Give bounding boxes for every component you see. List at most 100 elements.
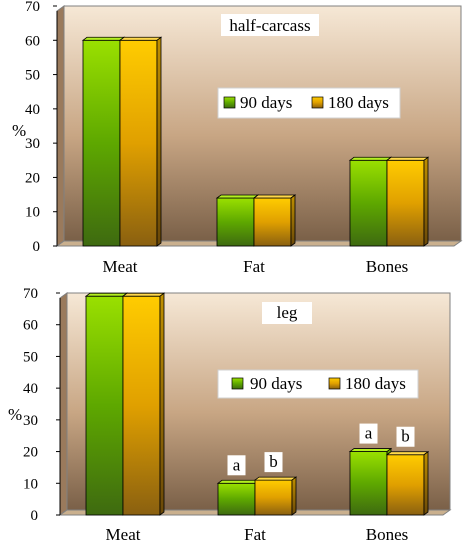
- bar-front: [253, 197, 292, 247]
- bar-front: [122, 295, 161, 516]
- y-tick-label: 30: [23, 413, 38, 429]
- y-axis: 0 10 20 30 40 50 60 70: [25, 0, 58, 255]
- y-axis-label: %: [8, 405, 22, 424]
- bars: [81, 36, 430, 247]
- legend-swatch-180: [311, 96, 324, 109]
- bar-side: [290, 194, 296, 247]
- chart-half-carcass: 0 10 20 30 40 50 60 70 Meat Fat Bones % half-carc…: [12, 0, 463, 276]
- annotations: a b a b: [227, 423, 415, 476]
- bar: [215, 194, 260, 247]
- y-tick-label: 50: [25, 68, 40, 84]
- bar-front: [386, 159, 425, 247]
- bar-side: [423, 156, 429, 247]
- bar: [348, 447, 393, 516]
- bar-top: [215, 194, 260, 199]
- y-axis-label: %: [12, 121, 26, 140]
- bar-front: [119, 39, 158, 247]
- y-tick-label: 0: [33, 239, 41, 255]
- y-tick-label: 60: [23, 318, 38, 334]
- legend-label-90: 90 days: [250, 374, 302, 393]
- annotation: a: [227, 455, 246, 476]
- legend: 90 days 180 days: [217, 87, 401, 119]
- annotation: a: [359, 423, 378, 444]
- category-label: Fat: [243, 257, 265, 276]
- y-tick-label: 40: [25, 102, 40, 118]
- bar-front: [217, 482, 256, 516]
- category-label: Meat: [103, 257, 138, 276]
- bar: [216, 479, 261, 516]
- legend-label-180: 180 days: [345, 374, 406, 393]
- bar-top: [84, 292, 129, 297]
- y-tick-label: 0: [31, 508, 39, 524]
- bar: [252, 194, 297, 247]
- chart-title: leg: [277, 303, 298, 322]
- annotation-box: [227, 455, 246, 476]
- category-labels: Meat Fat Bones: [106, 525, 409, 544]
- bar-top: [81, 36, 126, 41]
- y-tick-label: 50: [23, 349, 38, 365]
- bar-side: [291, 476, 297, 516]
- annotation: b: [264, 452, 283, 473]
- annotation-label: b: [269, 452, 278, 471]
- bar-front: [82, 39, 121, 247]
- bar: [385, 450, 430, 516]
- y-tick-label: 20: [23, 445, 38, 461]
- bar-top: [253, 476, 298, 481]
- annotation-label: b: [401, 427, 410, 446]
- bar-front: [386, 454, 425, 516]
- bar-side: [159, 292, 165, 516]
- bar: [121, 292, 166, 516]
- side-wall: [59, 292, 68, 516]
- chart-title-box: half-carcass: [221, 14, 319, 36]
- y-tick-label: 70: [23, 286, 38, 302]
- bar: [348, 156, 393, 247]
- y-tick-label: 10: [23, 476, 38, 492]
- bar-front: [216, 197, 255, 247]
- annotation-box: [396, 426, 415, 447]
- y-tick-label: 20: [25, 170, 40, 186]
- bar: [253, 476, 298, 516]
- bar-top: [252, 194, 297, 199]
- legend-label-180: 180 days: [328, 93, 389, 112]
- bar: [84, 292, 129, 516]
- bar-front: [349, 451, 388, 516]
- bar-top: [216, 479, 261, 484]
- annotation-label: a: [365, 424, 373, 443]
- bar-front: [254, 479, 293, 516]
- bar-front: [349, 159, 388, 247]
- y-tick-label: 30: [25, 136, 40, 152]
- legend: 90 days 180 days: [217, 369, 419, 399]
- legend-swatch-90: [231, 377, 244, 390]
- category-label: Fat: [244, 525, 266, 544]
- bar-top: [348, 156, 393, 161]
- y-tick-label: 40: [23, 381, 38, 397]
- annotation-box: [264, 452, 283, 473]
- side-wall: [56, 5, 65, 247]
- chart-title-box: leg: [262, 302, 312, 324]
- bar: [385, 156, 430, 247]
- bar: [81, 36, 126, 247]
- legend-swatch-90: [223, 96, 236, 109]
- y-tick-label: 60: [25, 33, 40, 49]
- bar-front: [85, 295, 124, 516]
- y-tick-label: 70: [25, 0, 40, 15]
- category-label: Bones: [366, 257, 409, 276]
- bar-top: [118, 36, 163, 41]
- chart-title: half-carcass: [229, 16, 310, 35]
- legend-label-90: 90 days: [240, 93, 292, 112]
- bar-side: [423, 450, 429, 516]
- y-axis: 0 10 20 30 40 50 60 70: [23, 286, 61, 524]
- bar: [118, 36, 163, 247]
- annotation-box: [359, 423, 378, 444]
- legend-swatch-180: [328, 377, 341, 390]
- annotation: b: [396, 426, 415, 447]
- annotation-label: a: [233, 455, 241, 474]
- bar-top: [385, 451, 430, 456]
- bar-top: [348, 448, 393, 452]
- category-label: Meat: [106, 525, 141, 544]
- bar-top: [385, 156, 430, 161]
- bar-top: [121, 292, 166, 297]
- category-label: Bones: [366, 525, 409, 544]
- bars: [84, 292, 430, 516]
